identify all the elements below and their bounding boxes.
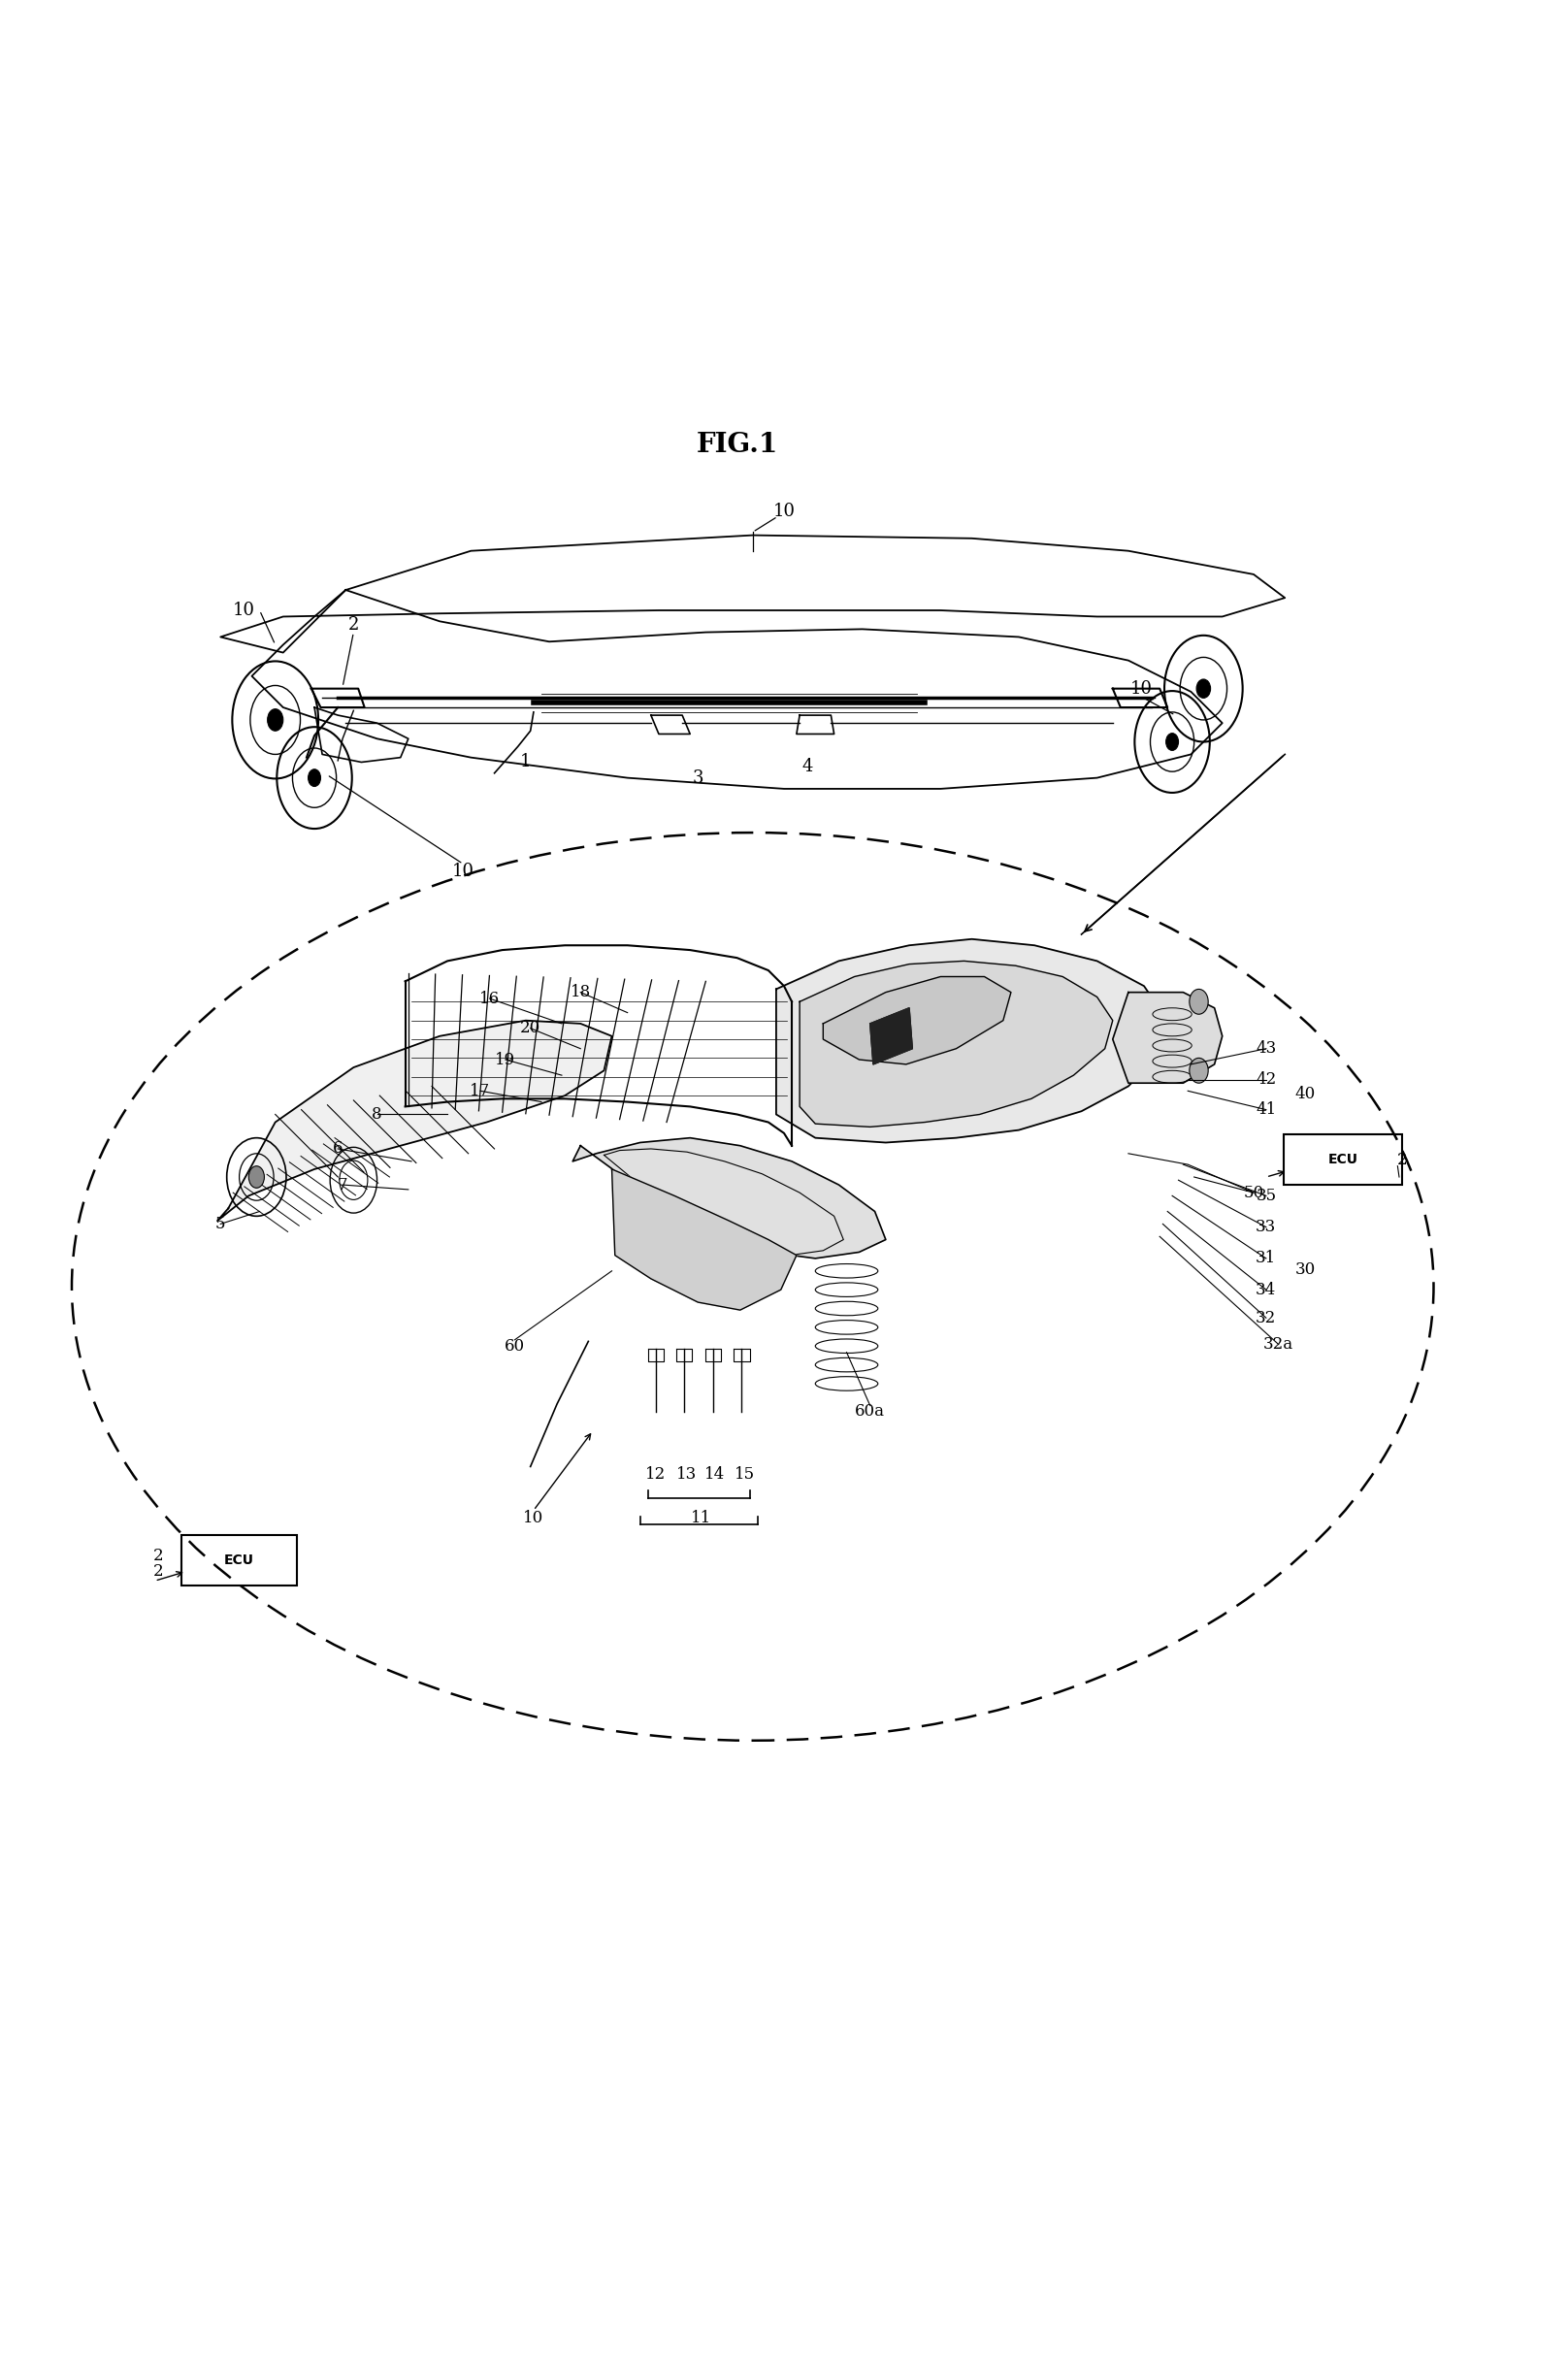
Text: 8: 8 — [372, 1106, 383, 1123]
Polygon shape — [572, 1137, 886, 1259]
Text: 10: 10 — [452, 864, 474, 880]
Text: 6: 6 — [332, 1142, 343, 1158]
Text: FIG.1: FIG.1 — [696, 431, 778, 457]
Polygon shape — [1113, 993, 1223, 1083]
Polygon shape — [612, 1170, 797, 1311]
Text: 16: 16 — [480, 991, 500, 1008]
Text: 20: 20 — [521, 1019, 541, 1036]
Ellipse shape — [1196, 680, 1210, 699]
Polygon shape — [776, 939, 1168, 1142]
Text: 5: 5 — [215, 1215, 226, 1231]
Text: 10: 10 — [232, 603, 256, 619]
Ellipse shape — [1167, 732, 1179, 751]
Text: 2: 2 — [152, 1563, 163, 1580]
Text: 17: 17 — [470, 1083, 491, 1099]
Text: 10: 10 — [524, 1509, 544, 1525]
Text: 32: 32 — [1256, 1309, 1276, 1325]
Text: 2: 2 — [1397, 1151, 1408, 1168]
Text: 32a: 32a — [1264, 1337, 1294, 1354]
Text: 31: 31 — [1256, 1250, 1276, 1266]
Text: 60: 60 — [505, 1337, 525, 1354]
FancyBboxPatch shape — [182, 1535, 298, 1587]
Ellipse shape — [309, 770, 321, 786]
Text: 30: 30 — [1295, 1262, 1316, 1278]
Text: 3: 3 — [693, 770, 704, 786]
Polygon shape — [823, 977, 1011, 1064]
Text: ECU: ECU — [1328, 1153, 1358, 1168]
Text: 33: 33 — [1256, 1219, 1276, 1236]
Polygon shape — [800, 960, 1113, 1128]
Polygon shape — [218, 1022, 612, 1222]
Ellipse shape — [1190, 989, 1209, 1015]
Text: 15: 15 — [735, 1467, 756, 1483]
Polygon shape — [870, 1008, 913, 1064]
Text: 7: 7 — [337, 1177, 348, 1193]
Ellipse shape — [268, 709, 284, 730]
Text: 13: 13 — [677, 1467, 698, 1483]
Text: 10: 10 — [1129, 680, 1152, 697]
Ellipse shape — [1190, 1057, 1209, 1083]
Text: 2: 2 — [152, 1547, 163, 1563]
Text: 14: 14 — [706, 1467, 726, 1483]
Text: 43: 43 — [1256, 1040, 1276, 1057]
Text: 11: 11 — [691, 1509, 712, 1525]
Text: 19: 19 — [495, 1052, 516, 1069]
Text: 4: 4 — [801, 758, 812, 774]
Text: 50: 50 — [1243, 1184, 1264, 1201]
Text: ECU: ECU — [224, 1554, 254, 1568]
FancyBboxPatch shape — [1283, 1135, 1402, 1184]
Text: 35: 35 — [1256, 1186, 1276, 1203]
Text: 34: 34 — [1256, 1281, 1276, 1297]
Text: 40: 40 — [1295, 1085, 1316, 1102]
Ellipse shape — [249, 1165, 265, 1189]
Text: 18: 18 — [571, 984, 591, 1000]
Text: 12: 12 — [646, 1467, 666, 1483]
Text: 1: 1 — [521, 753, 532, 770]
Text: 42: 42 — [1256, 1071, 1276, 1088]
Text: 41: 41 — [1256, 1102, 1276, 1118]
Text: 2: 2 — [348, 617, 359, 633]
Text: 60a: 60a — [855, 1403, 884, 1419]
Text: 10: 10 — [773, 504, 795, 520]
